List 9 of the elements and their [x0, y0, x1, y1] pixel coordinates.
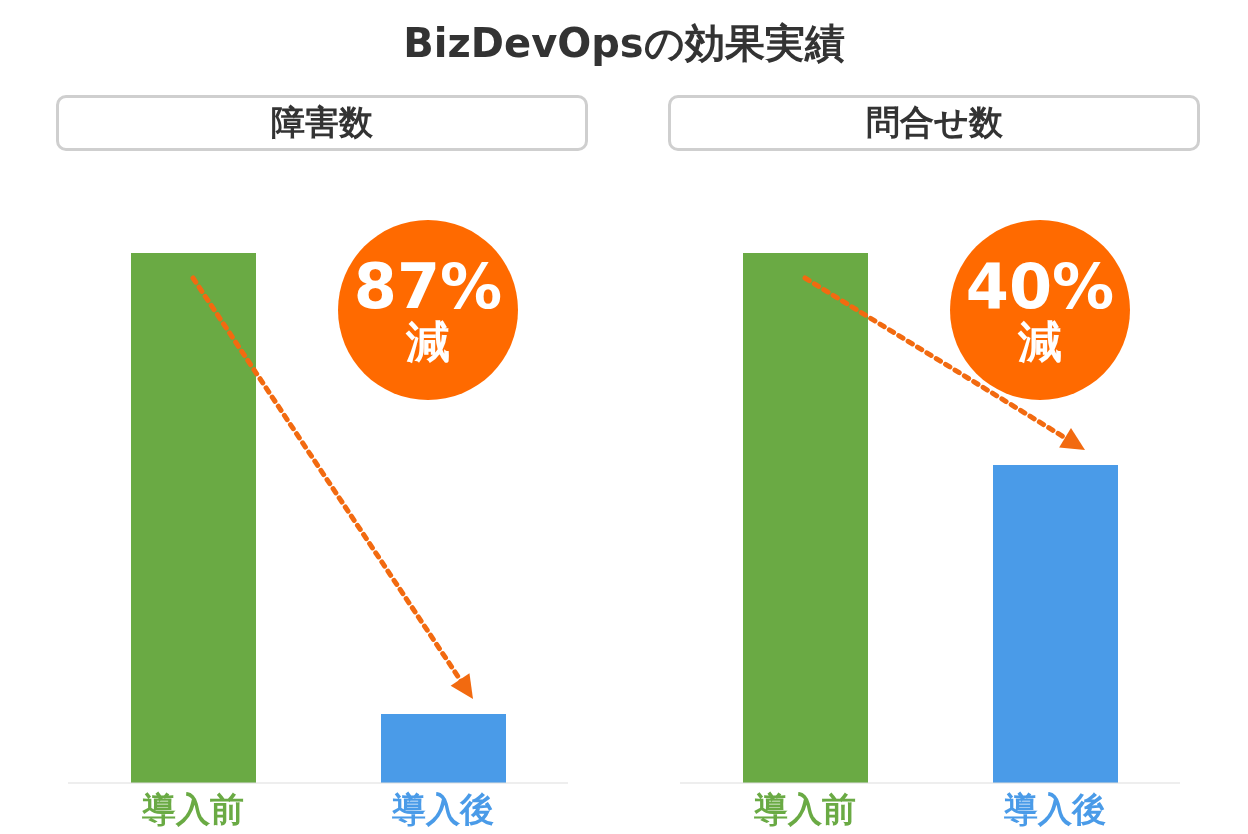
chart-subtitle: 障害数 — [56, 95, 588, 151]
x-tick-label: 導入後 — [391, 789, 494, 829]
chart-title: 問合せ数 — [668, 95, 1200, 151]
x-tick-label: 導入前 — [141, 789, 244, 829]
annotation: 40%減 — [965, 250, 1115, 368]
x-tick-label: 導入後 — [1003, 789, 1106, 829]
x-tick-label: 導入前 — [753, 789, 856, 829]
chart-title: BizDevOpsの効果実績 — [402, 19, 846, 68]
annotation: 87%減 — [353, 250, 503, 368]
